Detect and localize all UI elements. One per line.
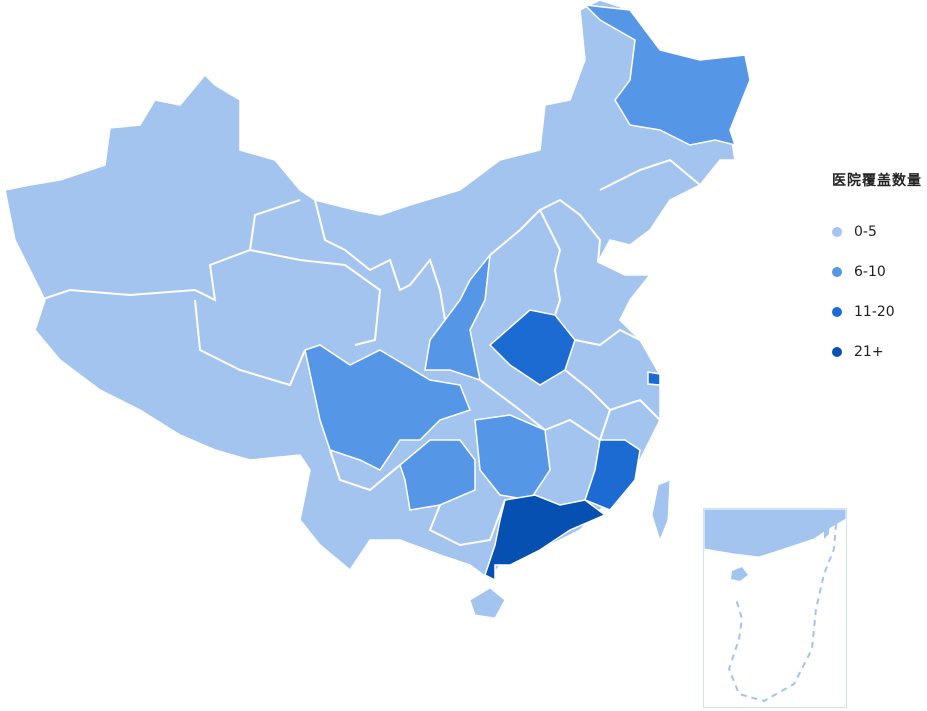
legend-title: 医院覆盖数量 — [832, 173, 922, 189]
region-guizhou[interactable] — [399, 439, 476, 511]
legend-label: 6-10 — [854, 264, 886, 280]
legend-label: 21+ — [854, 344, 884, 360]
legend-item-11-20[interactable]: 11-20 — [832, 292, 922, 332]
region-taiwan[interactable] — [651, 479, 671, 542]
province-borders — [39, 158, 701, 547]
region-base[interactable] — [4, 0, 751, 582]
legend-label: 11-20 — [854, 304, 895, 320]
legend: 医院覆盖数量 0-5 6-10 11-20 21+ — [832, 170, 922, 372]
legend-item-0-5[interactable]: 0-5 — [832, 212, 922, 252]
legend-dot — [832, 227, 842, 237]
region-fujian[interactable] — [584, 439, 641, 511]
legend-dot — [832, 347, 842, 357]
region-sichuan[interactable] — [304, 344, 471, 471]
region-heilongjiang[interactable] — [582, 4, 751, 147]
region-shanghai[interactable] — [647, 371, 661, 386]
legend-label: 0-5 — [854, 224, 877, 240]
south-china-sea-inset — [703, 508, 847, 708]
legend-item-21-plus[interactable]: 21+ — [832, 332, 922, 372]
legend-dot — [832, 307, 842, 317]
inset-map — [703, 508, 847, 703]
legend-dot — [832, 267, 842, 277]
region-guangdong[interactable] — [484, 494, 607, 582]
region-henan[interactable] — [488, 309, 576, 386]
region-hunan[interactable] — [474, 414, 551, 501]
legend-item-6-10[interactable]: 6-10 — [832, 252, 922, 292]
region-hainan[interactable] — [469, 587, 506, 619]
region-shaanxi[interactable] — [424, 252, 492, 382]
